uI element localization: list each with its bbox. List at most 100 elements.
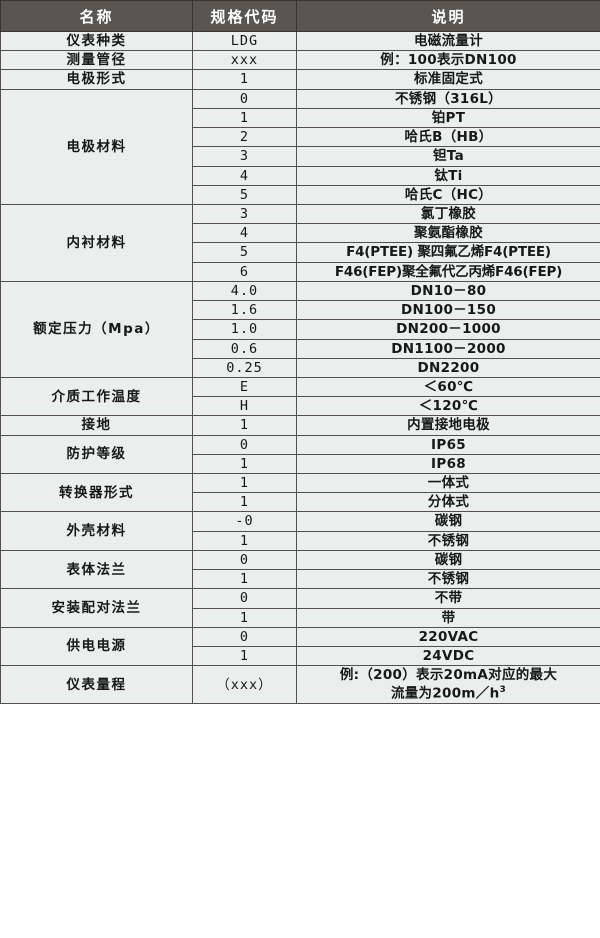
spec-code-cell: 4 <box>192 165 297 186</box>
description-cell: DN100－150 <box>296 300 600 321</box>
row-name-cell: 供电电源 <box>0 626 193 667</box>
spec-code-cell: 6 <box>192 261 297 282</box>
description-cell: 带 <box>296 607 600 628</box>
table-row: 仪表量程 （xxx） 例:（200）表示20mA对应的最大 流量为200m／h3 <box>0 665 600 705</box>
description-cell: ＜60℃ <box>296 376 600 398</box>
row-name-cell: 仪表种类 <box>0 30 193 52</box>
row-name-cell: 外壳材料 <box>0 511 193 551</box>
table-header: 名称 规格代码 说明 <box>0 0 600 32</box>
description-cell: 铂PT <box>296 107 600 129</box>
table-row: 电极材料 0 不锈钢（316L） <box>0 88 600 205</box>
spec-code-cell: 5 <box>192 184 297 205</box>
spec-code-cell: 0 <box>192 626 297 648</box>
spec-code-cell: 3 <box>192 203 297 225</box>
column-header-description: 说明 <box>296 0 600 32</box>
table-body: 仪表种类 LDG 电磁流量计 测量管径 xxx 例：100表示DN100 电极形式 1 标准固定… <box>0 30 600 705</box>
spec-code-cell: 1 <box>192 645 297 667</box>
specification-table: 名称 规格代码 说明 仪表种类 LDG 电磁流量计 测量管径 xxx 例：100表示DN1… <box>0 0 600 705</box>
header-row: 名称 规格代码 说明 <box>0 0 600 32</box>
description-cell: 一体式 <box>296 473 600 494</box>
description-cell: 聚氨酯橡胶 <box>296 223 600 244</box>
description-cell: 例：100表示DN100 <box>296 50 600 71</box>
table-row: 仪表种类 LDG 电磁流量计 <box>0 30 600 52</box>
spec-code-cell: 0 <box>192 588 297 609</box>
description-cell: 不带 <box>296 588 600 609</box>
spec-code-cell: 1 <box>192 530 297 551</box>
column-header-code: 规格代码 <box>192 0 297 32</box>
table-row: 介质工作温度 E ＜60℃ <box>0 376 600 417</box>
description-line-1: 例:（200）表示20mA对应的最大 <box>339 667 558 684</box>
table-row: 安装配对法兰 0 不带 <box>0 588 600 628</box>
spec-code-cell: 1.0 <box>192 319 297 340</box>
row-name-cell: 电极形式 <box>0 69 193 90</box>
table-row: 2 哈氏B（HB） <box>1 127 600 148</box>
description-cell: ＜120℃ <box>296 396 600 417</box>
description-cell: 钽Ta <box>296 146 600 167</box>
row-name-cell: 转换器形式 <box>0 473 193 513</box>
table-row: 接地 1 内置接地电极 <box>0 415 600 436</box>
description-cell: 220VAC <box>296 626 600 648</box>
table-row: 内衬材料 3 氯丁橡胶 <box>0 203 600 282</box>
row-name-cell: 电极材料 <box>0 88 193 205</box>
description-cell: 哈氏B（HB） <box>296 127 600 148</box>
table-row: 4 聚氨酯橡胶 <box>1 223 600 244</box>
row-name-cell: 测量管径 <box>0 50 193 71</box>
table-row: 表体法兰 0 碳钢 <box>0 549 600 590</box>
spec-code-cell: 0.6 <box>192 338 297 359</box>
table-row: 1.0 DN200－1000 <box>1 319 600 340</box>
spec-code-cell: 1 <box>192 607 297 628</box>
spec-code-cell: 1.6 <box>192 300 297 321</box>
description-cell: 不锈钢 <box>296 569 600 590</box>
spec-code-cell: 0 <box>192 434 297 455</box>
description-cell: F46(FEP)聚全氟代乙丙烯F46(FEP) <box>296 261 600 282</box>
table-row: 0.6 DN1100－2000 <box>1 338 600 359</box>
spec-code-cell: 4.0 <box>192 280 297 302</box>
description-line-2: 流量为200m／h3 <box>301 684 596 703</box>
spec-code-cell: 1 <box>192 569 297 590</box>
description-cell: 不锈钢 <box>296 530 600 551</box>
table-row: 1 分体式 <box>1 492 600 513</box>
spec-code-cell: 1 <box>192 492 297 513</box>
spec-code-cell: -0 <box>192 511 297 532</box>
description-line-2-text: 流量为200m／h <box>390 685 500 702</box>
description-cell: 内置接地电极 <box>296 415 600 436</box>
spec-code-cell: 1 <box>192 473 297 494</box>
table-row: 供电电源 0 220VAC <box>0 626 600 667</box>
table-row: 转换器形式 1 一体式 <box>0 473 600 513</box>
table-row: 测量管径 xxx 例：100表示DN100 <box>0 50 600 71</box>
description-cell: 24VDC <box>296 645 600 667</box>
description-cell: DN10－80 <box>296 280 600 302</box>
row-name-cell: 防护等级 <box>0 434 193 475</box>
row-name-cell: 仪表量程 <box>0 665 193 705</box>
row-name-cell: 安装配对法兰 <box>0 588 193 628</box>
spec-code-cell: LDG <box>192 30 297 52</box>
description-cell: DN200－1000 <box>296 319 600 340</box>
description-cell: IP68 <box>296 453 600 475</box>
spec-code-cell: 1 <box>192 107 297 129</box>
description-cell: 钛Ti <box>296 165 600 186</box>
spec-code-cell: 1 <box>192 453 297 475</box>
spec-code-cell: E <box>192 376 297 398</box>
table-row: 4 钛Ti <box>1 165 600 186</box>
spec-code-cell: xxx <box>192 50 297 71</box>
table-row: 6 F46(FEP)聚全氟代乙丙烯F46(FEP) <box>1 261 600 282</box>
spec-code-cell: 3 <box>192 146 297 167</box>
description-cell: F4(PTEE) 聚四氟乙烯F4(PTEE) <box>296 242 600 263</box>
table-row: 电极形式 1 标准固定式 <box>0 69 600 90</box>
description-cell: DN2200 <box>296 357 600 378</box>
description-cell: IP65 <box>296 434 600 455</box>
row-name-cell: 额定压力（Mpa） <box>0 280 193 378</box>
spec-code-cell: 1 <box>192 415 297 436</box>
table-row: 1 不锈钢 <box>1 530 600 551</box>
spec-code-cell: 2 <box>192 127 297 148</box>
table-row: 1 24VDC <box>1 645 600 667</box>
description-cell: 电磁流量计 <box>296 30 600 52</box>
table-row: 额定压力（Mpa） 4.0 DN10－80 <box>0 280 600 378</box>
table-row: 1 铂PT <box>1 107 600 129</box>
row-name-cell: 介质工作温度 <box>0 376 193 417</box>
spec-code-cell: H <box>192 396 297 417</box>
table-row: 5 F4(PTEE) 聚四氟乙烯F4(PTEE) <box>1 242 600 263</box>
table-row: 5 哈氏C（HC） <box>1 184 600 205</box>
description-cell: 不锈钢（316L） <box>296 88 600 109</box>
